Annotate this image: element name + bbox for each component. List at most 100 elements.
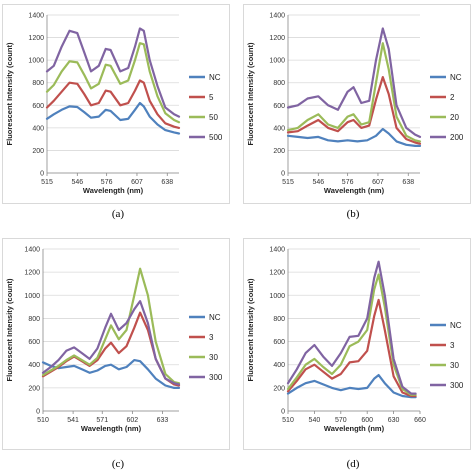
chart-c-xtick-label: 571 xyxy=(96,417,108,424)
chart-d-xtick-label: 600 xyxy=(361,417,373,424)
caption-a: (a) xyxy=(111,208,125,220)
chart-a-ytick-label: 1000 xyxy=(28,58,44,65)
chart-b-ytick-label: 200 xyxy=(273,148,285,155)
chart-b-ytick-label: 0 xyxy=(281,171,285,178)
chart-c-legend-label: 300 xyxy=(209,373,223,382)
chart-c-ylabel: Fluorescent Intensity (count) xyxy=(5,278,14,381)
chart-b-series-line-2 xyxy=(286,76,422,145)
chart-b-series-line-20 xyxy=(286,42,422,143)
chart-b-xtick-label: 576 xyxy=(342,179,354,186)
chart-b-ytick-label: 1000 xyxy=(269,58,285,65)
chart-b-ytick-label: 400 xyxy=(273,125,285,132)
chart-b-xtick-label: 546 xyxy=(312,179,324,186)
chart-a-xtick-label: 638 xyxy=(161,179,173,186)
chart-a-legend-label: 500 xyxy=(209,133,223,142)
chart-d-ytick-label: 800 xyxy=(273,316,285,323)
chart-a-xtick-label: 607 xyxy=(131,179,143,186)
chart-c-ytick-label: 600 xyxy=(28,339,40,346)
chart-panel-b: 0 200 400 600 800 1000 1200 1400 515 546 576 607 638… xyxy=(243,4,471,204)
chart-d-legend-label: 300 xyxy=(450,381,464,390)
chart-b-xlabel: Wavelength (nm) xyxy=(324,186,385,195)
chart-svg-a: 0 200 400 600 800 1000 1200 1400 515 546 576 607 638… xyxy=(5,13,223,196)
chart-c-series-line-NC xyxy=(41,359,181,389)
chart-d-legend-label: NC xyxy=(450,321,462,330)
chart-b-series-line-200 xyxy=(286,27,422,138)
chart-a-ytick-label: 800 xyxy=(32,80,44,87)
chart-b-ytick-label: 1400 xyxy=(269,13,285,20)
chart-panel-d: 0 200 400 600 800 1000 1200 1400 510 540 570 600 630… xyxy=(243,238,471,450)
chart-d-xtick-label: 540 xyxy=(309,417,321,424)
chart-d-series-line-300 xyxy=(286,260,417,395)
chart-a-ytick-label: 1200 xyxy=(28,35,44,42)
chart-d-xtick-label: 570 xyxy=(335,417,347,424)
chart-d-ytick-label: 1400 xyxy=(269,247,285,254)
chart-b-ylabel: Fluorescent Intensity (count) xyxy=(246,42,255,145)
chart-d-xtick-label: 630 xyxy=(388,417,400,424)
chart-a-ytick-label: 600 xyxy=(32,103,44,110)
chart-d-series-line-30 xyxy=(286,273,417,396)
chart-d-series-line-NC xyxy=(286,374,417,399)
chart-b-xtick-label: 607 xyxy=(372,179,384,186)
chart-d-ytick-label: 600 xyxy=(273,339,285,346)
chart-d-ytick-label: 400 xyxy=(273,362,285,369)
chart-a-xlabel: Wavelength (nm) xyxy=(83,186,144,195)
chart-c-xtick-label: 633 xyxy=(157,417,169,424)
chart-svg-c: 0 200 400 600 800 1000 1200 1400 510 541 571 602 633… xyxy=(5,247,223,434)
chart-c-xtick-label: 602 xyxy=(127,417,139,424)
caption-b: (b) xyxy=(346,208,360,220)
chart-d-ytick-label: 1200 xyxy=(269,270,285,277)
chart-a-series-line-50 xyxy=(45,42,181,124)
chart-svg-d: 0 200 400 600 800 1000 1200 1400 510 540 570 600 630… xyxy=(246,247,464,434)
chart-d-xtick-label: 660 xyxy=(414,417,426,424)
chart-d-ytick-label: 0 xyxy=(281,409,285,416)
chart-a-ylabel: Fluorescent Intensity (count) xyxy=(5,42,14,145)
chart-b-legend-label: 200 xyxy=(450,133,464,142)
chart-b-xtick-label: 515 xyxy=(282,179,294,186)
chart-a-xtick-label: 546 xyxy=(71,179,83,186)
chart-a-xtick-label: 576 xyxy=(101,179,113,186)
chart-d-ytick-label: 200 xyxy=(273,385,285,392)
chart-d-legend-label: 30 xyxy=(450,361,459,370)
caption-d: (d) xyxy=(346,458,360,470)
chart-b-legend-label: NC xyxy=(450,73,462,82)
chart-a-legend-label: 5 xyxy=(209,93,214,102)
chart-c-xtick-label: 510 xyxy=(37,417,49,424)
chart-c-ytick-label: 1000 xyxy=(24,293,40,300)
caption-c: (c) xyxy=(111,458,125,470)
chart-c-legend-label: 3 xyxy=(209,333,214,342)
chart-b-legend-label: 20 xyxy=(450,113,459,122)
chart-panel-a: 0 200 400 600 800 1000 1200 1400 515 546 576 607 638… xyxy=(2,4,230,204)
chart-a-series-line-NC xyxy=(45,101,181,135)
chart-c-ytick-label: 1200 xyxy=(24,270,40,277)
chart-b-ytick-label: 1200 xyxy=(269,35,285,42)
chart-a-legend-label: 50 xyxy=(209,113,218,122)
chart-svg-b: 0 200 400 600 800 1000 1200 1400 515 546 576 607 638… xyxy=(246,13,464,196)
chart-a-series-line-5 xyxy=(45,79,181,129)
chart-c-ytick-label: 800 xyxy=(28,316,40,323)
chart-a-legend-label: NC xyxy=(209,73,221,82)
chart-d-xtick-label: 510 xyxy=(282,417,294,424)
chart-b-series-line-NC xyxy=(286,127,422,147)
chart-c-ytick-label: 400 xyxy=(28,362,40,369)
chart-b-legend-label: 2 xyxy=(450,93,455,102)
chart-d-ytick-label: 1000 xyxy=(269,293,285,300)
chart-panel-c: 0 200 400 600 800 1000 1200 1400 510 541 571 602 633… xyxy=(2,238,230,450)
chart-c-ytick-label: 1400 xyxy=(24,247,40,254)
chart-c-legend-label: NC xyxy=(209,313,221,322)
chart-c-xtick-label: 541 xyxy=(67,417,79,424)
chart-c-xlabel: Wavelength (nm) xyxy=(81,424,142,433)
chart-c-series-line-30 xyxy=(41,267,181,385)
chart-d-ylabel: Fluorescent Intensity (count) xyxy=(246,278,255,381)
chart-c-ytick-label: 0 xyxy=(36,409,40,416)
chart-a-ytick-label: 400 xyxy=(32,125,44,132)
chart-c-series-line-300 xyxy=(41,300,181,386)
chart-a-ytick-label: 0 xyxy=(40,171,44,178)
chart-b-xtick-label: 638 xyxy=(402,179,414,186)
chart-a-xtick-label: 515 xyxy=(41,179,53,186)
chart-a-ytick-label: 200 xyxy=(32,148,44,155)
chart-c-ytick-label: 200 xyxy=(28,385,40,392)
chart-b-ytick-label: 600 xyxy=(273,103,285,110)
chart-c-legend-label: 30 xyxy=(209,353,218,362)
chart-a-series-line-500 xyxy=(45,27,181,118)
chart-a-ytick-label: 1400 xyxy=(28,13,44,20)
